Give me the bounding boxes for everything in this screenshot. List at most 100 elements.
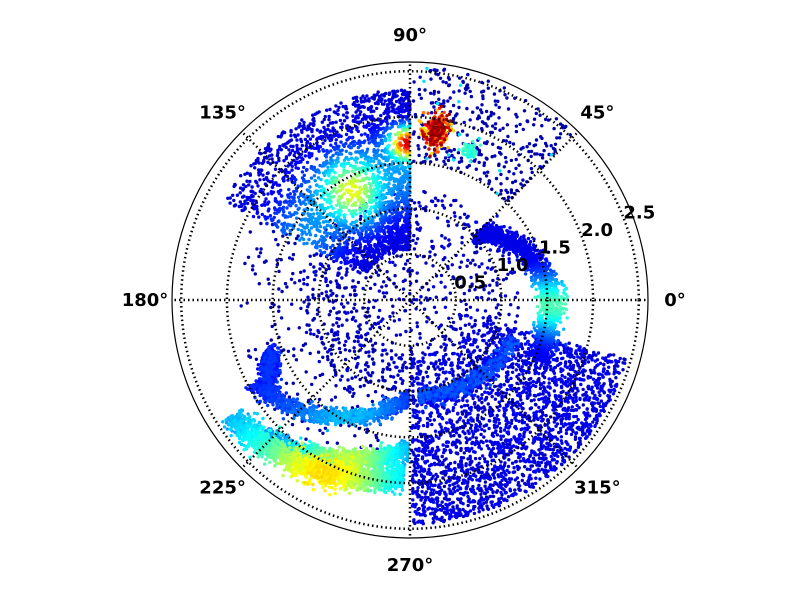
scatter-point	[367, 350, 371, 354]
scatter-point	[493, 122, 498, 126]
scatter-point	[496, 303, 500, 307]
scatter-point	[599, 399, 604, 403]
scatter-point	[466, 494, 470, 499]
scatter-point	[381, 291, 386, 295]
scatter-point	[412, 247, 417, 251]
scatter-point	[539, 397, 544, 401]
scatter-point	[486, 115, 491, 120]
scatter-point	[443, 285, 447, 289]
scatter-point	[290, 257, 295, 261]
scatter-point	[475, 106, 480, 110]
scatter-point	[306, 134, 310, 138]
scatter-point	[510, 418, 514, 423]
scatter-point	[471, 484, 475, 489]
scatter-point	[540, 153, 545, 157]
scatter-point	[477, 160, 481, 165]
scatter-point	[477, 420, 482, 424]
scatter-point	[305, 282, 309, 287]
scatter-point	[359, 259, 363, 264]
scatter-point	[462, 212, 467, 216]
scatter-point	[228, 196, 232, 200]
scatter-point	[478, 424, 482, 429]
scatter-point	[459, 314, 463, 318]
scatter-point	[461, 79, 465, 84]
scatter-point	[287, 395, 292, 399]
scatter-point	[286, 327, 291, 331]
scatter-point	[514, 418, 518, 422]
scatter-point	[421, 356, 425, 360]
scatter-point	[481, 410, 485, 414]
scatter-point	[492, 476, 497, 480]
scatter-point	[388, 367, 392, 372]
scatter-point	[534, 380, 539, 385]
scatter-point	[415, 321, 419, 325]
scatter-point	[429, 463, 434, 467]
scatter-point	[490, 467, 495, 472]
scatter-point	[402, 266, 406, 271]
scatter-point	[335, 441, 339, 445]
scatter-point	[513, 488, 517, 492]
scatter-point	[451, 320, 456, 325]
scatter-point	[459, 446, 463, 451]
scatter-point	[305, 311, 310, 315]
scatter-point	[468, 454, 472, 458]
scatter-point	[443, 162, 447, 166]
scatter-point	[623, 357, 627, 362]
scatter-point	[333, 299, 338, 303]
scatter-point	[412, 518, 416, 522]
scatter-point	[407, 268, 411, 272]
scatter-point	[364, 117, 368, 121]
scatter-point	[501, 278, 506, 282]
scatter-point	[314, 273, 318, 277]
scatter-point	[497, 421, 502, 425]
scatter-point	[506, 495, 511, 499]
scatter-point	[455, 504, 459, 508]
scatter-point	[306, 305, 310, 309]
scatter-point	[441, 461, 445, 465]
scatter-point	[350, 126, 355, 130]
scatter-point	[341, 113, 346, 117]
scatter-point	[483, 309, 488, 313]
scatter-point	[503, 93, 507, 97]
scatter-point	[559, 419, 564, 423]
scatter-point	[246, 255, 251, 259]
scatter-point	[235, 193, 240, 197]
scatter-point	[334, 104, 338, 108]
scatter-point	[440, 366, 445, 371]
scatter-point	[559, 429, 563, 434]
scatter-point	[454, 515, 459, 520]
scatter-point	[472, 338, 476, 342]
scatter-point	[417, 147, 421, 151]
scatter-point	[442, 101, 446, 105]
scatter-point	[553, 417, 557, 421]
scatter-point	[461, 419, 466, 423]
scatter-point	[527, 356, 531, 361]
scatter-point	[338, 266, 343, 270]
scatter-point	[528, 430, 532, 434]
scatter-point	[475, 117, 480, 121]
scatter-point	[607, 372, 611, 376]
scatter-point	[510, 362, 514, 367]
scatter-point	[258, 178, 262, 182]
scatter-point	[239, 174, 243, 178]
scatter-point	[517, 153, 521, 157]
scatter-point	[459, 458, 463, 463]
scatter-point	[532, 123, 536, 127]
scatter-point	[439, 345, 443, 349]
scatter-point	[591, 377, 596, 381]
scatter-point	[442, 206, 447, 210]
scatter-point	[418, 204, 422, 208]
scatter-point	[596, 372, 601, 376]
scatter-point	[428, 160, 433, 164]
scatter-point	[477, 328, 481, 333]
scatter-point	[384, 284, 388, 288]
scatter-point	[484, 439, 489, 443]
scatter-point	[440, 428, 444, 432]
scatter-point	[415, 237, 420, 241]
scatter-point	[352, 339, 357, 343]
scatter-point	[518, 488, 522, 492]
scatter-point	[516, 480, 521, 485]
scatter-point	[309, 332, 313, 336]
scatter-point	[293, 281, 297, 285]
scatter-point	[490, 500, 494, 504]
